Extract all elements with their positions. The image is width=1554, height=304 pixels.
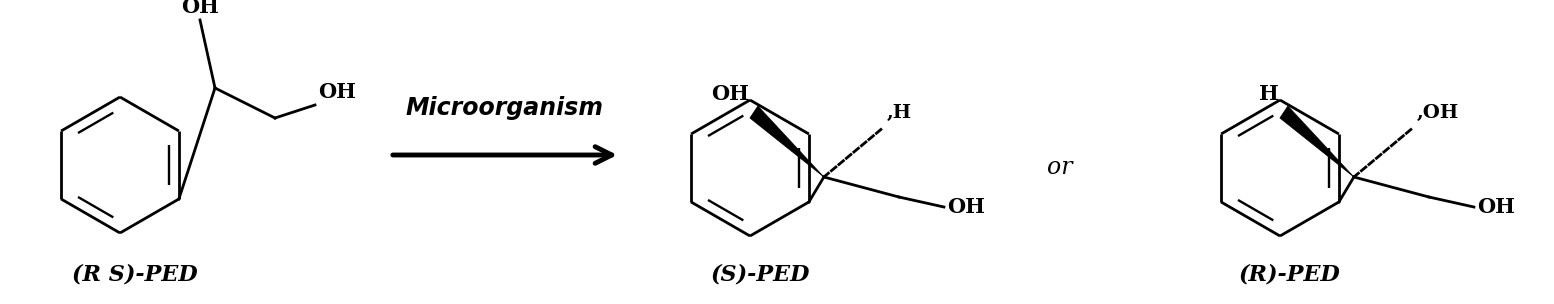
Text: (S)-PED: (S)-PED	[710, 263, 810, 285]
Text: OH: OH	[319, 82, 356, 102]
Text: H: H	[1259, 84, 1279, 104]
Text: (R S)-PED: (R S)-PED	[71, 263, 197, 285]
Text: OH: OH	[1476, 197, 1515, 217]
Text: ,H: ,H	[887, 104, 912, 122]
Text: (R)-PED: (R)-PED	[1239, 263, 1341, 285]
Polygon shape	[751, 106, 824, 177]
Text: ,OH: ,OH	[1417, 104, 1459, 122]
Text: OH: OH	[180, 0, 219, 17]
Polygon shape	[1280, 106, 1354, 177]
Text: OH: OH	[710, 84, 749, 104]
Text: Microorganism: Microorganism	[406, 96, 605, 120]
Text: or: or	[1047, 157, 1072, 179]
Text: OH: OH	[946, 197, 985, 217]
